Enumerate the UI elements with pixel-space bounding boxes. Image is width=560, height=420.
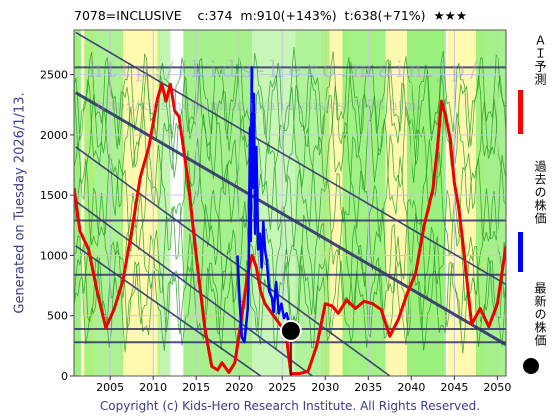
trend-line (75, 31, 506, 286)
x-tick-label: 2040 (397, 381, 425, 394)
plot-area (74, 30, 506, 376)
chart-title: 7078=INCLUSIVE c:374 m:910(+143%) t:638(… (74, 8, 468, 23)
legend-label-latest: 最新の株価 (533, 282, 547, 347)
bg-wave-line (74, 46, 506, 351)
x-tick-label: 2045 (440, 381, 468, 394)
bg-wave-line (74, 52, 506, 353)
trend-line (74, 91, 506, 346)
x-tick-label: 2020 (225, 381, 253, 394)
bg-band-green (407, 30, 446, 376)
legend-item-past: 過去の株価 (514, 160, 554, 272)
bg-wave-line (74, 51, 506, 354)
trend-line (75, 200, 313, 376)
y-tick-label: 0 (61, 370, 68, 383)
latest-price-marker (279, 319, 302, 342)
legend: ＡＩ予測 過去の株価 最新の株価 (508, 30, 560, 376)
y-tick-label: 2500 (40, 69, 68, 82)
x-tick-label: 2050 (483, 381, 511, 394)
plot-frame (73, 29, 507, 377)
series-past-price (236, 66, 293, 344)
y-tick-label: 1000 (40, 249, 68, 262)
x-tick-label: 2025 (268, 381, 296, 394)
legend-label-past: 過去の株価 (533, 160, 547, 225)
legend-swatch-ai (518, 90, 523, 134)
trend-line (75, 245, 262, 376)
x-tick-label: 2035 (354, 381, 382, 394)
legend-label-ai: ＡＩ予測 (533, 34, 547, 86)
y-tick-label: 1500 (40, 189, 68, 202)
legend-swatch-past (518, 232, 523, 272)
y-tick-label: 2000 (40, 129, 68, 142)
x-tick-label: 2015 (182, 381, 210, 394)
legend-item-latest: 最新の株価 (514, 282, 554, 374)
bg-wave-line (74, 50, 506, 349)
trend-line (75, 146, 391, 376)
x-tick-label: 2005 (96, 381, 124, 394)
watermark-url: http://kids-hero.main.jp/ (88, 58, 483, 83)
legend-item-ai: ＡＩ予測 (514, 34, 554, 144)
bg-band-green (157, 30, 171, 376)
x-tick-label: 2030 (311, 381, 339, 394)
watermark-path: http://kids-hero.main.jp/analysis/cs/707… (96, 98, 422, 114)
legend-dot-latest (523, 358, 539, 374)
x-tick-label: 2010 (139, 381, 167, 394)
copyright-notice: Copyright (c) Kids-Hero Research Institu… (99, 399, 481, 413)
y-tick-label: 500 (47, 310, 68, 323)
series-ai-forecast (74, 82, 506, 376)
